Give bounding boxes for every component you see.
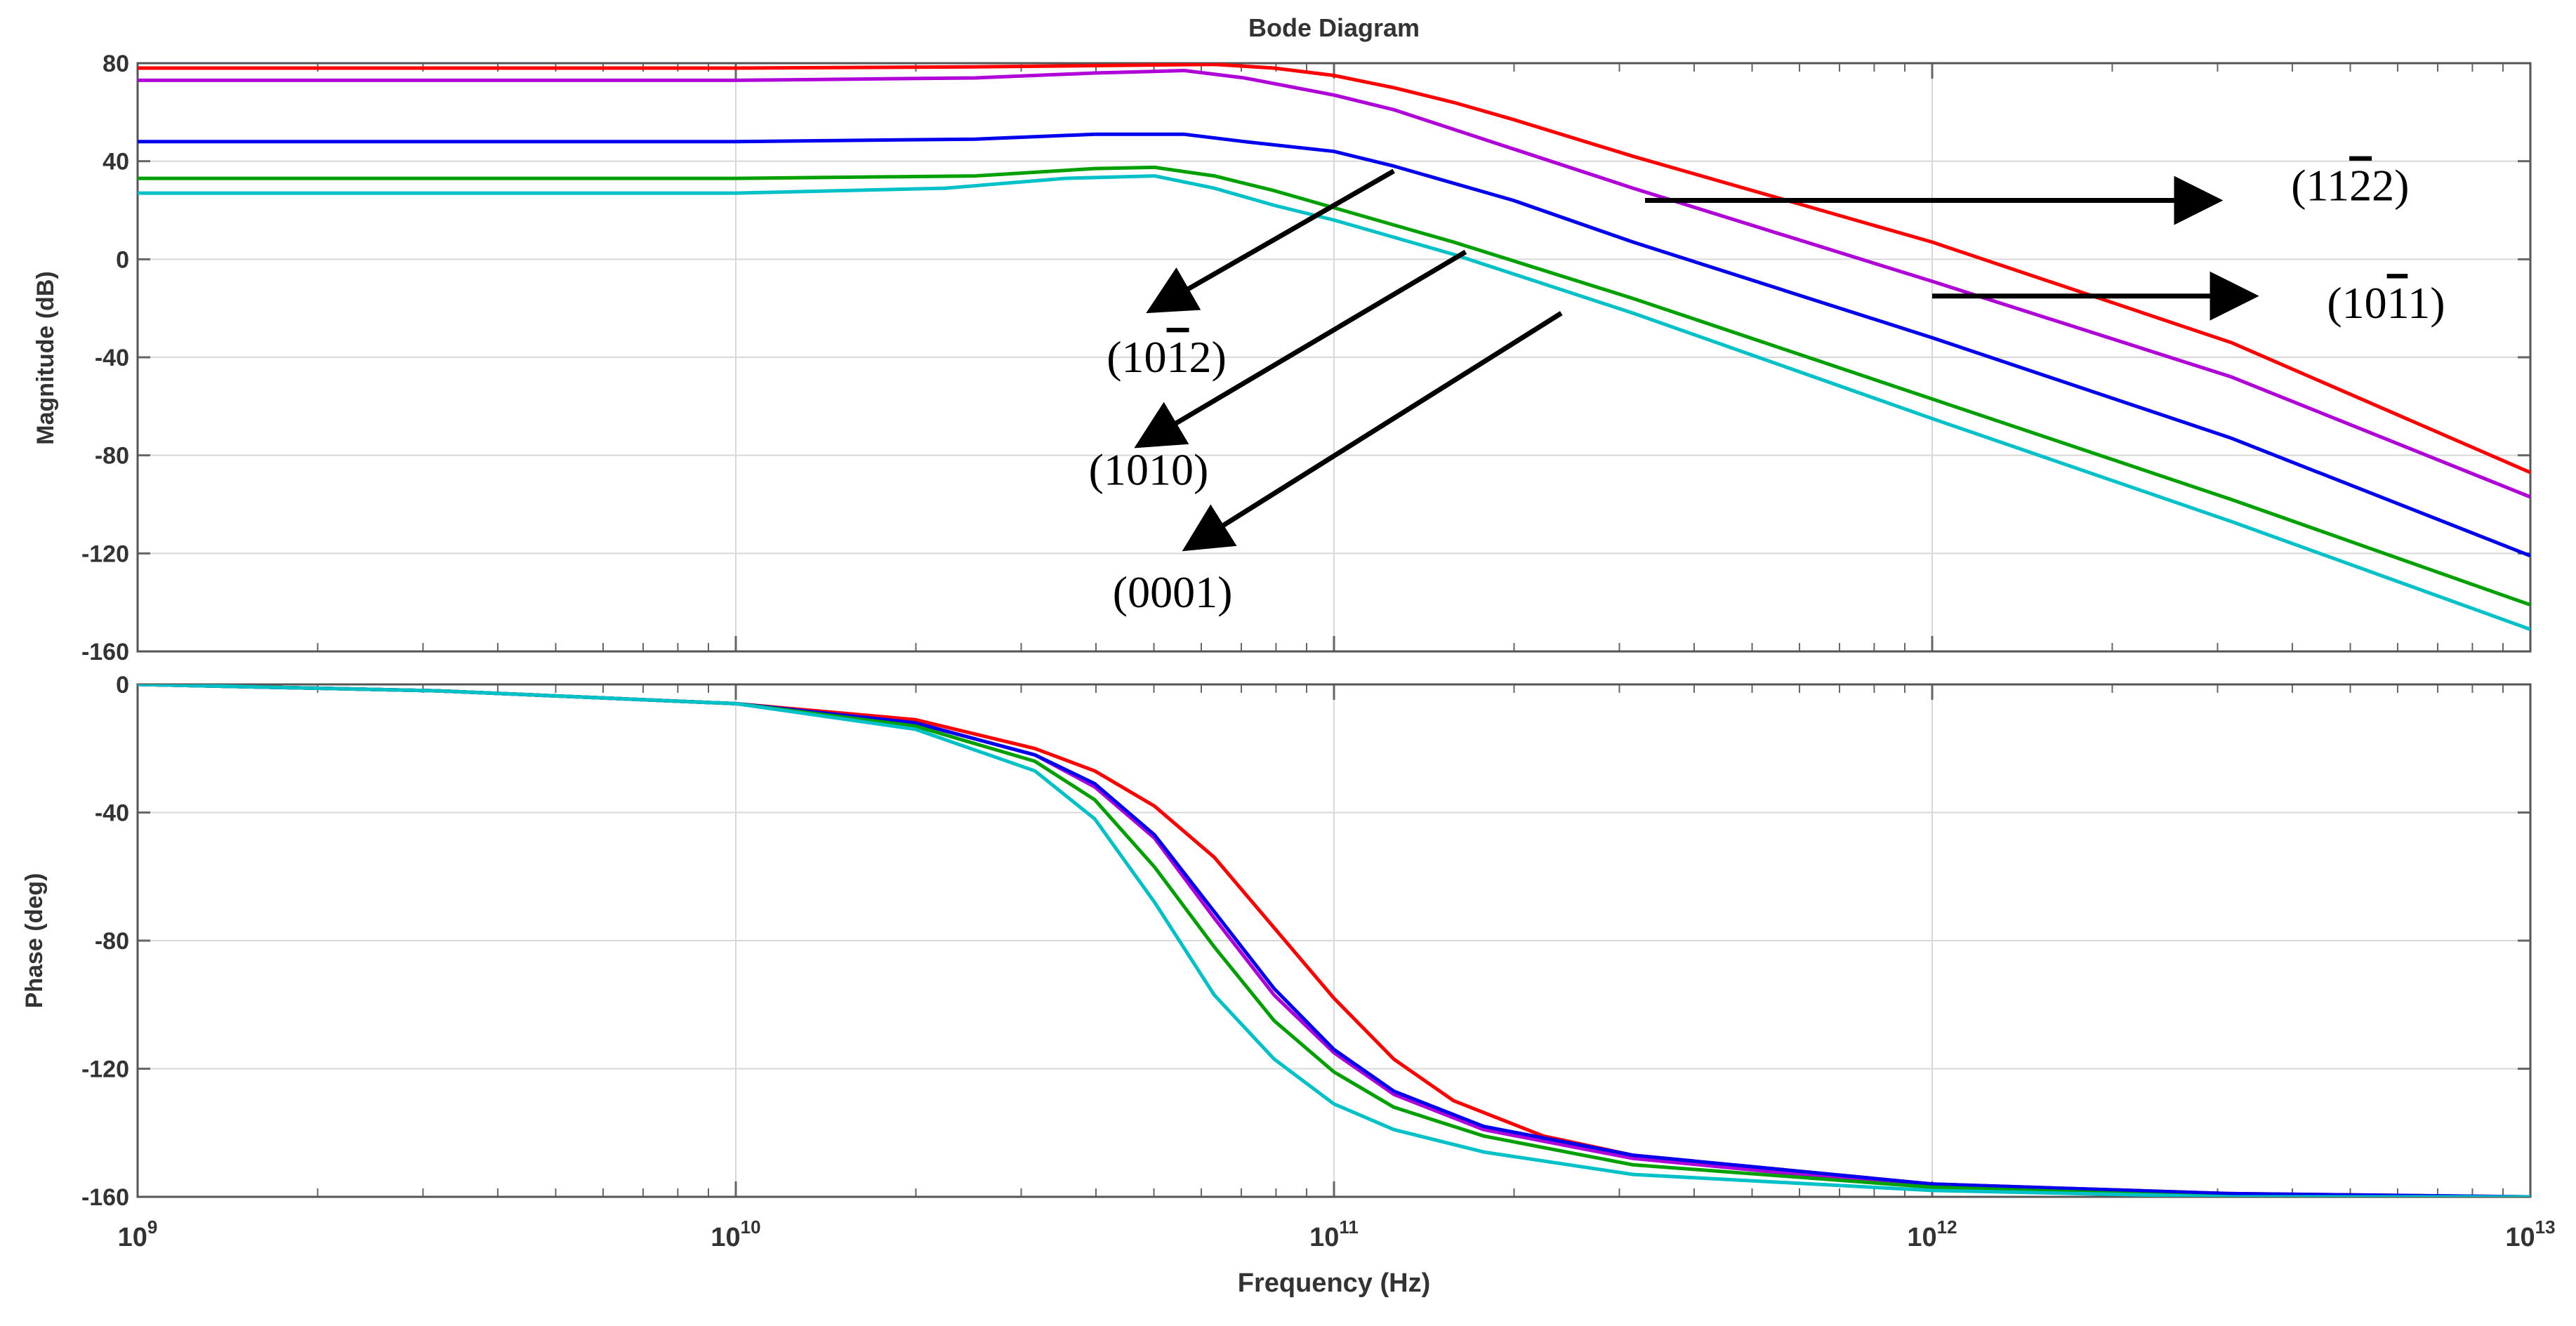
annotation-arrow xyxy=(1134,249,1467,449)
phase-y-tick-label: -80 xyxy=(95,928,129,955)
magnitude-series-green xyxy=(138,165,2530,607)
x-tick-labels: 109 1010 1011 1012 1013 xyxy=(118,1216,2556,1252)
magnitude-frame xyxy=(136,62,2532,653)
chart-title: Bode Diagram xyxy=(1248,13,1420,42)
annotation-arrow xyxy=(1182,311,1563,552)
phase-y-axis-label: Phase (deg) xyxy=(21,873,48,1009)
magnitude-y-tick-label: -40 xyxy=(95,345,129,371)
magnitude-y-tick-label: -120 xyxy=(81,541,129,567)
x-tick-label: 1012 xyxy=(1907,1216,1957,1252)
phase-series-cyan xyxy=(138,684,2530,1197)
annotation-label: (1010) xyxy=(1089,445,1209,495)
magnitude-series-magenta xyxy=(138,69,2530,499)
annotation-label: (1122) xyxy=(2291,161,2409,211)
x-tick-label: 1013 xyxy=(2505,1216,2555,1252)
magnitude-series-cyan xyxy=(138,174,2530,631)
magnitude-series-group xyxy=(138,63,2530,631)
annotation-label: (0001) xyxy=(1113,567,1233,617)
phase-y-tick-label: 0 xyxy=(116,672,129,698)
x-tick-label: 109 xyxy=(118,1216,158,1252)
annotation-label: (1012) xyxy=(1107,332,1227,382)
magnitude-panel: 80 40 0 -40 -80 -120 -160 xyxy=(81,51,2532,665)
magnitude-series-red xyxy=(138,63,2530,475)
magnitude-series-blue xyxy=(138,132,2530,558)
phase-frame xyxy=(136,683,2532,1198)
magnitude-y-tick-label: 0 xyxy=(116,246,129,273)
phase-y-tick-label: -160 xyxy=(81,1184,129,1211)
phase-y-tick-label: -120 xyxy=(81,1056,129,1083)
magnitude-y-tick-label: 80 xyxy=(103,51,129,77)
phase-y-tick-label: -40 xyxy=(95,800,129,827)
magnitude-y-tick-label: 40 xyxy=(103,149,129,175)
x-tick-label: 1011 xyxy=(1309,1216,1359,1252)
magnitude-y-tick-label: -160 xyxy=(81,639,129,665)
annotation-arrow xyxy=(1146,168,1395,314)
annotation-label: (1011) xyxy=(2327,278,2445,328)
x-axis-label: Frequency (Hz) xyxy=(1238,1268,1430,1298)
annotations: (1122) (1011) (1012) (1010) (0001) xyxy=(1089,161,2445,618)
x-tick-label: 1010 xyxy=(711,1216,760,1252)
phase-series-group xyxy=(138,684,2530,1197)
phase-panel: 0 -40 -80 -120 -160 xyxy=(81,672,2532,1211)
magnitude-y-tick-label: -80 xyxy=(95,443,129,470)
magnitude-y-axis-label: Magnitude (dB) xyxy=(32,271,59,444)
